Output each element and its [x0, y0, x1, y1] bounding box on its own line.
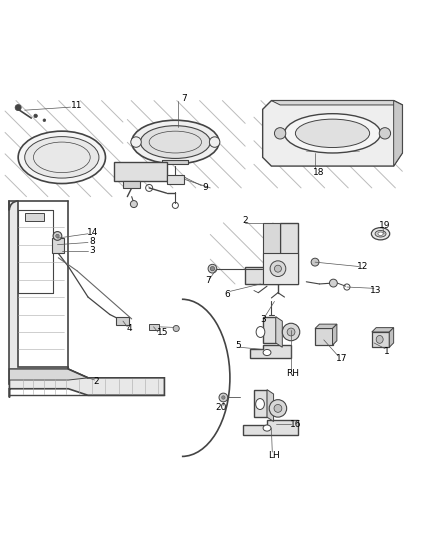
- Ellipse shape: [256, 327, 265, 337]
- Polygon shape: [263, 253, 297, 284]
- Ellipse shape: [378, 232, 383, 236]
- Polygon shape: [10, 369, 88, 380]
- Circle shape: [209, 137, 220, 147]
- Circle shape: [275, 128, 286, 139]
- Circle shape: [275, 265, 282, 272]
- Polygon shape: [52, 238, 64, 253]
- Polygon shape: [394, 101, 403, 166]
- Polygon shape: [254, 390, 267, 417]
- Bar: [149, 324, 159, 330]
- Circle shape: [219, 393, 228, 402]
- Text: 4: 4: [127, 324, 132, 333]
- Text: 5: 5: [236, 342, 241, 351]
- Text: 6: 6: [225, 290, 231, 300]
- Text: 14: 14: [87, 228, 98, 237]
- Bar: [372, 332, 389, 348]
- Circle shape: [329, 279, 337, 287]
- Text: 3: 3: [89, 246, 95, 255]
- Bar: [315, 328, 332, 345]
- Polygon shape: [10, 369, 164, 398]
- Text: 1: 1: [384, 347, 390, 356]
- Polygon shape: [263, 317, 276, 343]
- Ellipse shape: [376, 335, 383, 343]
- Polygon shape: [243, 420, 297, 434]
- Polygon shape: [315, 324, 337, 328]
- Text: 3: 3: [260, 315, 265, 324]
- Circle shape: [283, 323, 300, 341]
- Circle shape: [379, 128, 391, 139]
- Polygon shape: [263, 223, 280, 284]
- Ellipse shape: [132, 120, 219, 164]
- Circle shape: [210, 266, 215, 271]
- Polygon shape: [10, 201, 68, 384]
- Polygon shape: [162, 159, 188, 164]
- Text: 17: 17: [336, 354, 347, 362]
- Polygon shape: [166, 175, 184, 183]
- Circle shape: [43, 119, 46, 122]
- Text: 18: 18: [313, 168, 324, 177]
- Circle shape: [131, 137, 141, 147]
- Circle shape: [287, 328, 295, 336]
- Ellipse shape: [141, 126, 210, 158]
- Text: RH: RH: [286, 369, 299, 378]
- Text: 13: 13: [371, 286, 382, 295]
- Text: 11: 11: [71, 101, 83, 110]
- Polygon shape: [250, 345, 291, 358]
- Circle shape: [34, 114, 37, 118]
- Ellipse shape: [263, 425, 271, 431]
- Text: 19: 19: [379, 221, 391, 230]
- Polygon shape: [245, 223, 297, 284]
- Ellipse shape: [256, 399, 265, 409]
- Polygon shape: [272, 101, 403, 105]
- Text: 15: 15: [156, 328, 168, 337]
- Polygon shape: [123, 181, 141, 188]
- Polygon shape: [263, 101, 403, 166]
- Polygon shape: [267, 390, 274, 422]
- Bar: [25, 213, 44, 221]
- Text: 2: 2: [93, 377, 99, 386]
- Polygon shape: [372, 328, 394, 332]
- Circle shape: [56, 234, 59, 238]
- Text: 20: 20: [215, 402, 227, 411]
- Circle shape: [269, 400, 287, 417]
- Circle shape: [270, 261, 286, 277]
- Text: 9: 9: [202, 183, 208, 192]
- Circle shape: [53, 231, 62, 240]
- Polygon shape: [389, 328, 394, 348]
- Polygon shape: [276, 317, 283, 348]
- Circle shape: [208, 264, 217, 273]
- Text: 8: 8: [89, 237, 95, 246]
- Circle shape: [311, 258, 319, 266]
- Bar: [117, 317, 130, 326]
- Circle shape: [131, 200, 138, 207]
- Ellipse shape: [295, 119, 370, 148]
- Text: 12: 12: [357, 262, 368, 271]
- Circle shape: [15, 104, 21, 111]
- Polygon shape: [114, 161, 166, 181]
- Ellipse shape: [375, 230, 386, 237]
- Circle shape: [173, 326, 179, 332]
- Circle shape: [222, 395, 225, 399]
- Polygon shape: [332, 324, 337, 345]
- Ellipse shape: [371, 228, 390, 240]
- Text: LH: LH: [268, 450, 279, 459]
- Circle shape: [274, 405, 282, 413]
- Ellipse shape: [285, 114, 381, 153]
- Ellipse shape: [18, 131, 106, 183]
- Text: 7: 7: [181, 94, 187, 103]
- Text: 7: 7: [205, 276, 211, 285]
- Ellipse shape: [263, 350, 271, 356]
- Text: 2: 2: [242, 216, 248, 225]
- Ellipse shape: [25, 136, 99, 178]
- Text: 16: 16: [290, 420, 301, 429]
